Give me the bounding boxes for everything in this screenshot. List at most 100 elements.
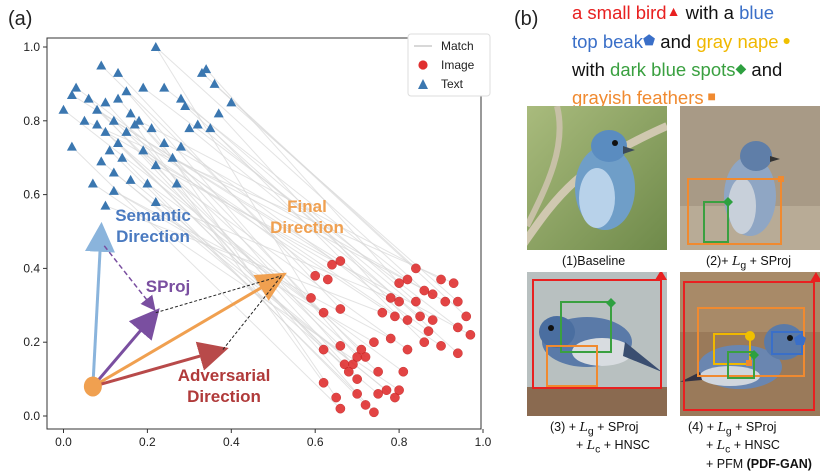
y-tick-label: 0.4 <box>23 261 40 275</box>
caption-line-4: grayish feathers ■ <box>572 87 716 108</box>
match-line <box>155 46 425 291</box>
image-point <box>452 296 463 307</box>
match-line <box>155 164 471 336</box>
image-point <box>390 311 400 322</box>
text-point <box>150 160 161 170</box>
bird-lc-hnsc-image <box>527 272 667 416</box>
image-point <box>448 278 459 289</box>
image-point <box>411 296 421 307</box>
image-point <box>385 293 396 303</box>
text-point <box>184 123 195 133</box>
photo-lc-hnsc <box>527 272 667 416</box>
match-line <box>100 161 379 395</box>
caption-baseline: (1)Baseline <box>562 254 626 268</box>
text-point <box>196 67 207 77</box>
image-point <box>352 374 362 384</box>
yellow-circle-icon: ● <box>778 32 791 48</box>
caption-line-3: with dark blue spots◆ and <box>572 59 783 80</box>
image-point <box>461 311 472 322</box>
x-tick-label: 0.2 <box>139 435 156 449</box>
match-line <box>176 183 408 350</box>
match-line <box>113 172 387 391</box>
image-point <box>373 389 383 399</box>
caption-line3-part-3: and <box>746 59 783 80</box>
text-point <box>58 104 69 114</box>
green-diamond-icon: ◆ <box>735 60 747 76</box>
sproj-label: SProj <box>146 277 190 296</box>
text-point <box>146 123 157 133</box>
legend: Match Image Text <box>407 33 491 97</box>
text-point <box>171 178 182 188</box>
adversarial-direction-label: Adversarial Direction <box>178 366 271 406</box>
text-point <box>117 152 128 162</box>
caption-lg-sproj: (2)+ Lg + SProj <box>706 253 791 272</box>
photo-baseline <box>527 106 667 250</box>
caption-line4-part-0: grayish feathers <box>572 87 704 108</box>
match-line <box>155 46 312 299</box>
text-point <box>226 97 237 107</box>
match-line <box>205 68 400 284</box>
photo-pdf-gan <box>680 272 820 416</box>
text-point <box>180 101 191 111</box>
y-tick-label: 0.2 <box>23 335 40 349</box>
bird-pdf-gan-image <box>680 272 820 416</box>
y-tick-label: 0.0 <box>23 409 40 423</box>
panel-label-a: (a) <box>8 8 33 30</box>
text-point <box>150 196 161 206</box>
plot-frame <box>46 37 482 430</box>
image-point <box>322 274 333 285</box>
image-point <box>306 293 316 303</box>
caption-line-1: a small bird▲ with a blue <box>572 3 774 23</box>
bird-lg-sproj-image <box>680 106 820 250</box>
caption-lc-hnsc: (3) + Lg + SProj + Lc + HNSC <box>550 419 650 456</box>
image-point <box>465 329 476 340</box>
match-line <box>117 98 354 365</box>
text-point <box>83 93 94 103</box>
image-point <box>385 333 396 344</box>
red-triangle-icon: ▲ <box>666 3 681 19</box>
caption-line3-part-0: with <box>572 59 611 80</box>
text-point <box>113 93 124 103</box>
image-point <box>335 304 346 314</box>
match-line <box>209 127 425 343</box>
image-point <box>440 296 451 307</box>
x-tick-label: 0.8 <box>391 435 408 449</box>
image-point <box>423 326 434 336</box>
text-point <box>192 119 203 129</box>
image-point <box>369 407 379 418</box>
text-point <box>113 67 124 77</box>
match-line <box>142 149 396 317</box>
legend-item-match: Match <box>441 39 474 53</box>
image-point <box>343 366 354 377</box>
text-point <box>125 174 136 184</box>
sproj-final-dotted <box>155 275 282 314</box>
match-line <box>113 190 391 339</box>
match-line <box>92 183 400 391</box>
image-point <box>419 285 430 296</box>
match-line <box>71 146 341 409</box>
blue-pentagon-icon: ⬟ <box>642 32 656 48</box>
image-point <box>331 392 342 403</box>
image-point <box>335 341 346 351</box>
text-point <box>167 152 178 162</box>
text-point <box>71 82 82 92</box>
text-point <box>134 115 145 125</box>
caption-line3-part-1: dark blue spots <box>610 59 736 80</box>
text-point <box>92 104 103 114</box>
legend-image-swatch <box>418 60 428 70</box>
image-point <box>381 385 392 396</box>
text-point <box>100 97 111 107</box>
image-point <box>360 400 371 410</box>
direction-vectors <box>83 221 287 397</box>
image-point <box>394 296 404 307</box>
image-point <box>402 344 413 355</box>
image-point <box>369 337 379 348</box>
image-point <box>402 274 413 285</box>
legend-item-text: Text <box>441 77 464 91</box>
image-point <box>436 341 446 351</box>
text-point <box>175 93 186 103</box>
text-point <box>96 156 107 166</box>
final-vector <box>92 272 287 388</box>
image-point <box>356 344 367 355</box>
match-line <box>105 205 383 314</box>
